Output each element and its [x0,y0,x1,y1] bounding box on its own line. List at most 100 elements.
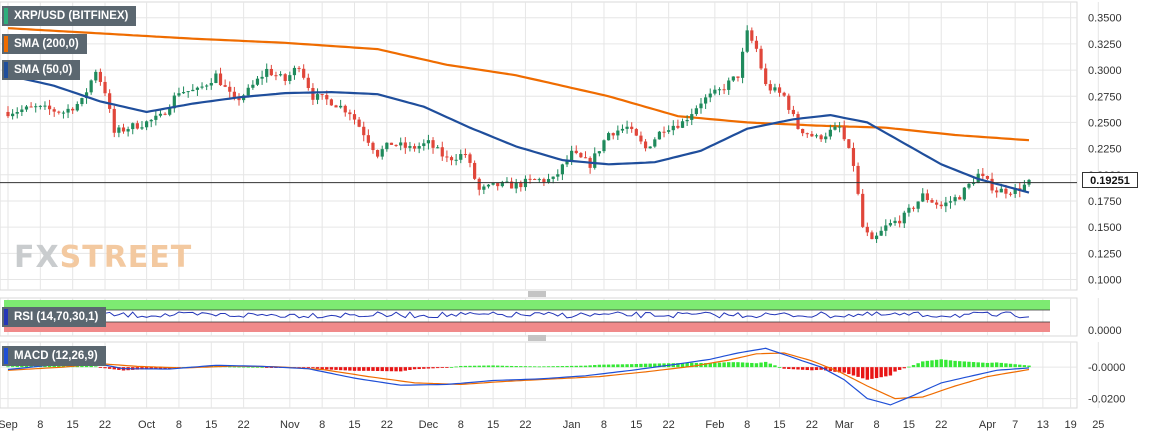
candle-body [117,127,121,133]
candle-down [791,105,795,117]
candle-body [399,142,403,146]
candle-body [274,75,278,77]
candle-up [172,92,176,113]
candle-body [667,130,671,132]
macd-hist-bar-negative [362,367,366,371]
candle-up [921,188,925,203]
candle-up [251,80,255,90]
macd-hist-bar-negative [334,367,338,370]
candle-body [967,183,971,188]
candle-down [269,64,273,77]
date-tick-label: 25 [1092,419,1104,431]
candle-body [311,87,315,100]
candle-up [454,154,458,166]
candle-body [727,80,731,90]
macd-hist-bar-positive [948,360,953,368]
macd-hist-bar-positive [551,366,555,368]
candle-up [667,125,671,134]
macd-hist-bar-positive [981,362,985,368]
candle-body [6,111,10,117]
pane-separators[interactable] [528,291,546,341]
macd-hist-bar-negative [435,367,440,369]
candle-down [777,83,782,97]
candle-down [676,119,680,130]
macd-hist-bar-negative [837,367,842,373]
candle-body [417,146,421,149]
candle-up [214,70,218,84]
candle-body [893,220,897,224]
candle-body [1022,184,1026,191]
candle-up [685,115,689,126]
candle-up [500,180,504,188]
date-tick-label: 15 [487,419,499,431]
candle-down [925,189,929,203]
candle-down [870,230,874,240]
macd-hist-bar-positive [994,362,999,368]
candle-down [935,199,939,209]
macd-hist-bar-positive [523,366,528,368]
macd-hist-bar-positive [260,366,264,368]
sma200-legend[interactable]: SMA (200,0) [2,34,87,54]
candle-body [376,150,380,157]
candle-up [505,177,509,184]
macd-hist-bar-positive [15,365,19,368]
rsi-line [7,311,1030,319]
macd-hist-bar-positive [593,365,597,368]
instrument-legend[interactable]: XRP/USD (BITFINEX) [2,6,137,26]
candle-body [519,182,523,188]
candle-down [801,128,805,137]
sma50-legend[interactable]: SMA (50,0) [2,60,81,80]
candle-down [911,206,916,212]
candle-body [223,85,227,87]
candle-body [237,97,241,101]
pane-resize-handle[interactable] [528,291,546,297]
date-tick-label: 15 [205,419,217,431]
candle-up [838,122,842,133]
candle-up [43,101,47,110]
candle-up [80,97,84,107]
rsi-overbought-band [4,300,1050,310]
candle-down [736,76,740,82]
candle-up [20,105,24,116]
candle-body [639,135,643,142]
macd-hist-bar-negative [422,367,426,369]
macd-hist-bar-positive [232,366,237,368]
candle-down [995,187,999,198]
candle-up [671,120,675,136]
pane-resize-handle[interactable] [528,335,546,341]
candle-up [246,84,250,98]
candlestick-series [6,25,1031,243]
candle-body [20,109,24,112]
candle-body [52,109,56,112]
candle-body [722,89,726,91]
rsi-legend[interactable]: RSI (14,70,30,1) [2,307,107,327]
candle-body [653,139,657,147]
candle-up [140,121,144,130]
candle-body [861,193,865,227]
price-pane-frame [0,1,1078,291]
date-tick-label: Sep [0,419,18,431]
candle-body [181,92,186,94]
candle-body [112,108,116,133]
macd-hist-bar-negative [856,367,860,377]
macd-hist-bar-positive [676,363,680,368]
candle-up [874,232,879,243]
macd-hist-bar-positive [985,362,990,368]
candle-up [408,141,412,152]
candle-up [680,118,685,129]
macd-hist-bar-positive [10,366,15,368]
macd-hist-bar-negative [874,367,879,379]
candle-body [620,128,625,131]
candle-body [371,142,375,151]
candle-down [223,79,227,88]
macd-legend[interactable]: MACD (12,26,9) [2,346,106,366]
candle-down [348,109,352,121]
macd-hist-bar-negative [412,367,417,370]
date-tick-label: Dec [419,419,439,431]
date-tick-label: Jan [563,419,581,431]
candle-up [597,150,601,157]
candle-up [944,196,948,213]
candle-down [764,63,768,86]
candle-up [482,184,486,195]
candle-down [445,150,449,163]
